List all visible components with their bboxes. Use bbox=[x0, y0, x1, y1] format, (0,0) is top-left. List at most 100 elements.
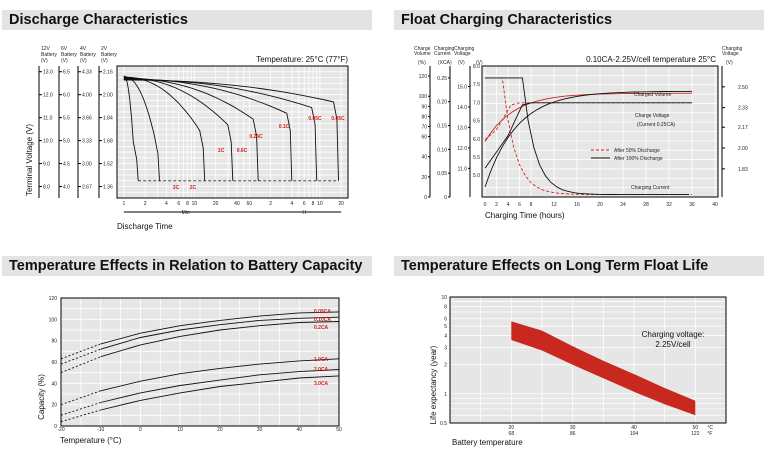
fl-x-tick-f: 122 bbox=[691, 431, 700, 437]
discharge-series-label: 1C bbox=[218, 148, 225, 154]
float-axis-label: 11.0 bbox=[458, 166, 468, 172]
discharge-scale-label: 3.66 bbox=[82, 116, 92, 122]
discharge-x-tick: 4 bbox=[290, 201, 293, 207]
discharge-scale-label: 1.52 bbox=[103, 162, 113, 168]
float-right-label: 2.33 bbox=[738, 106, 748, 112]
tc-series-label: 0.2CA bbox=[314, 325, 329, 331]
fl-plot-border bbox=[449, 296, 727, 424]
discharge-series-label: 3C bbox=[173, 185, 180, 191]
tc-x-label: Temperature (°C) bbox=[60, 436, 122, 445]
discharge-scale-label: 13.0 bbox=[43, 70, 53, 76]
float-axis-unit: (V) bbox=[458, 60, 465, 66]
tc-y-label: Capacity (%) bbox=[37, 374, 46, 420]
discharge-scale-name: Battery bbox=[41, 52, 57, 58]
discharge-scale-unit: (V) bbox=[41, 58, 48, 64]
float-life-title: Temperature Effects on Long Term Float L… bbox=[401, 258, 709, 274]
discharge-y-label: Terminal Voltage (V) bbox=[25, 124, 34, 196]
tc-series-label: 0.05CA bbox=[314, 309, 331, 315]
discharge-scale-name: Battery bbox=[101, 52, 117, 58]
float-annotation: 0.10CA-2.25V/cell temperature 25°C bbox=[586, 55, 716, 64]
float-axis-label: 100 bbox=[419, 94, 428, 100]
tc-x-tick: 40 bbox=[297, 427, 303, 433]
discharge-x-tick: 40 bbox=[234, 201, 240, 207]
float-inner-label: 6.0 bbox=[473, 137, 480, 143]
float-x-label: Charging Time (hours) bbox=[485, 211, 565, 220]
float-inner-label: 5.0 bbox=[473, 173, 480, 179]
float-inner-label: 7.5 bbox=[473, 82, 480, 88]
fl-annotation-line2: 2.25V/cell bbox=[655, 340, 690, 349]
discharge-x-tick: 4 bbox=[165, 201, 168, 207]
tc-y-tick: 0 bbox=[54, 424, 57, 430]
discharge-x-unit-min: Min bbox=[182, 210, 190, 216]
fl-y-tick: 1 bbox=[444, 392, 447, 398]
float-right-label: 2.17 bbox=[738, 125, 748, 131]
discharge-scale-label: 5.0 bbox=[63, 139, 70, 145]
fl-y-label: Life expectancy (year) bbox=[429, 345, 438, 424]
discharge-scale-name: 12V bbox=[41, 46, 51, 52]
float-charge-voltage-100 bbox=[484, 102, 692, 169]
float-right-label: 2.50 bbox=[738, 85, 748, 91]
float-x-tick: 28 bbox=[643, 202, 649, 208]
discharge-x-tick: 10 bbox=[192, 201, 198, 207]
float-axis-name: Current bbox=[434, 51, 451, 57]
discharge-series-label: 0.05C bbox=[331, 116, 345, 122]
float-axis-label: 0.10 bbox=[437, 147, 447, 153]
float-axis-label: 0 bbox=[444, 195, 447, 201]
float-label-current-note: (Current 0.25CA) bbox=[637, 122, 675, 128]
tc-series-dashed bbox=[60, 348, 101, 365]
tc-x-tick: 30 bbox=[257, 427, 263, 433]
float-axis-label: 0 bbox=[424, 195, 427, 201]
fl-x-tick-f: 86 bbox=[570, 431, 576, 437]
float-life-header: Temperature Effects on Long Term Float L… bbox=[394, 256, 764, 276]
float-x-tick: 6 bbox=[518, 202, 521, 208]
float-charged-volume-100 bbox=[484, 90, 693, 188]
discharge-scale-unit: (V) bbox=[61, 58, 68, 64]
discharge-x-tick: 2 bbox=[144, 201, 147, 207]
float-x-tick: 20 bbox=[597, 202, 603, 208]
float-right-name: Charging bbox=[722, 46, 743, 52]
tc-series-line bbox=[100, 375, 340, 411]
float-inner-unit: (V) bbox=[476, 60, 483, 66]
discharge-scale-name: Battery bbox=[80, 52, 96, 58]
discharge-scale-label: 4.00 bbox=[82, 93, 92, 99]
float-plot-border bbox=[481, 65, 719, 198]
discharge-x-tick: 6 bbox=[303, 201, 306, 207]
float-label-charge-voltage: Charge Voltage bbox=[635, 113, 670, 119]
fl-x-tick-c: 20 bbox=[509, 425, 515, 431]
fl-y-tick: 0.5 bbox=[440, 421, 447, 427]
discharge-scale-label: 6.5 bbox=[63, 70, 70, 76]
discharge-x-tick: 2 bbox=[269, 201, 272, 207]
float-axis-label: 20 bbox=[421, 175, 427, 181]
tc-y-tick: 20 bbox=[51, 403, 57, 409]
float-axis-label: 0.25 bbox=[437, 76, 447, 82]
float-x-tick: 8 bbox=[530, 202, 533, 208]
tc-series-label: 2.0CA bbox=[314, 367, 329, 373]
discharge-scale-label: 11.0 bbox=[43, 116, 53, 122]
float-inner-label: 6.5 bbox=[473, 119, 480, 125]
discharge-scale-label: 12.0 bbox=[43, 93, 53, 99]
discharge-curves bbox=[123, 75, 339, 181]
discharge-header: Discharge Characteristics bbox=[2, 10, 372, 30]
float-label-charged-volume: Charged Volume bbox=[634, 92, 671, 98]
temp-capacity-title: Temperature Effects in Relation to Batte… bbox=[9, 258, 363, 274]
discharge-scale-label: 6.0 bbox=[63, 93, 70, 99]
tc-y-tick: 100 bbox=[49, 317, 58, 323]
float-charging-current-100 bbox=[485, 77, 690, 196]
float-axis-name: Charge bbox=[414, 46, 431, 52]
float-x-tick: 32 bbox=[666, 202, 672, 208]
tc-series-line bbox=[100, 311, 340, 345]
tc-series-dashed bbox=[60, 343, 101, 360]
float-axis-label: 80 bbox=[421, 114, 427, 120]
discharge-x-tick: 10 bbox=[317, 201, 323, 207]
float-axis-label: 14.0 bbox=[457, 105, 467, 111]
fl-y-tick: 10 bbox=[441, 295, 447, 301]
tc-y-tick: 120 bbox=[49, 296, 58, 302]
discharge-x-tick: 6 bbox=[177, 201, 180, 207]
float-axis-label: 90 bbox=[421, 104, 427, 110]
tc-x-tick: 20 bbox=[217, 427, 223, 433]
float-axis-name: Charging bbox=[434, 46, 455, 52]
float-x-tick: 4 bbox=[507, 202, 510, 208]
fl-x-tick-f: 68 bbox=[509, 431, 515, 437]
discharge-scale-label: 4.5 bbox=[63, 162, 70, 168]
float-axis-name: Voltage bbox=[454, 51, 471, 57]
